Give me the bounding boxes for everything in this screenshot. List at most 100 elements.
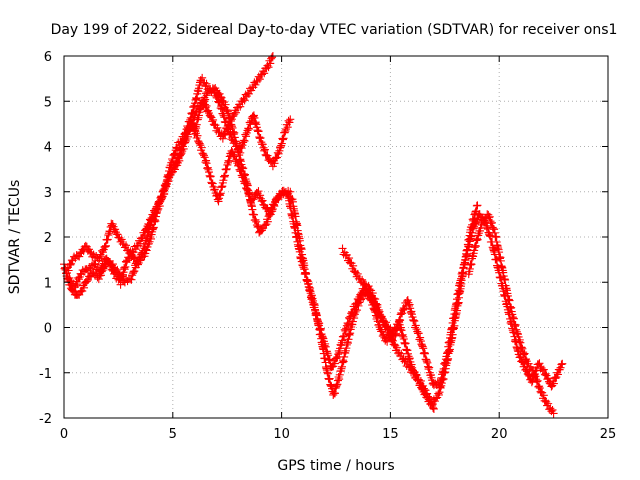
data-point (473, 234, 482, 243)
data-point (391, 329, 400, 338)
data-point (297, 253, 306, 262)
data-point (161, 180, 170, 189)
data-point (136, 239, 145, 248)
data-point (208, 179, 217, 188)
data-point (218, 134, 227, 143)
data-point (330, 359, 339, 368)
data-point (254, 187, 263, 196)
data-point (198, 73, 207, 82)
data-point (239, 169, 248, 178)
data-point (558, 359, 567, 368)
data-point (473, 235, 482, 244)
data-point (223, 160, 232, 169)
data-point (400, 305, 409, 314)
data-point (210, 185, 219, 194)
data-point (286, 115, 295, 124)
data-point (297, 257, 306, 266)
data-point (333, 380, 342, 389)
data-point (268, 53, 277, 62)
data-point (530, 370, 539, 379)
data-point (404, 298, 413, 307)
data-point (353, 300, 362, 309)
y-tick-label: 1 (44, 276, 52, 291)
data-point (147, 213, 156, 222)
data-point (333, 376, 342, 385)
data-point (281, 125, 290, 134)
x-tick-label: 20 (491, 427, 508, 442)
data-point (534, 382, 543, 391)
data-point (174, 153, 183, 162)
data-point (277, 141, 286, 150)
data-point (556, 363, 565, 372)
data-point (325, 375, 334, 384)
data-point (258, 226, 267, 235)
data-point (487, 218, 496, 227)
data-point (335, 375, 344, 384)
data-point (71, 281, 80, 290)
data-point (276, 143, 285, 152)
y-tick-label: 0 (44, 322, 52, 337)
data-point (338, 244, 347, 253)
data-point (518, 344, 527, 353)
data-point (260, 146, 269, 155)
data-point (549, 379, 558, 388)
data-point (353, 269, 362, 278)
data-point (138, 248, 147, 257)
data-point (511, 320, 520, 329)
data-point (66, 260, 75, 269)
data-point (172, 158, 181, 167)
data-point (490, 225, 499, 234)
data-point (397, 326, 406, 335)
data-point (244, 124, 253, 133)
data-point (118, 272, 127, 281)
data-point (412, 370, 421, 379)
data-point (515, 337, 524, 346)
data-point (398, 309, 407, 318)
data-point (373, 300, 382, 309)
data-point (388, 336, 397, 345)
data-point (67, 259, 76, 268)
data-point (191, 95, 200, 104)
data-point (353, 306, 362, 315)
data-point (422, 393, 431, 402)
data-point (106, 227, 115, 236)
y-tick-label: 4 (44, 141, 52, 156)
data-point (396, 310, 405, 319)
data-point (391, 341, 400, 350)
data-point (162, 179, 171, 188)
data-point (488, 223, 497, 232)
data-point (397, 349, 406, 358)
data-point (236, 102, 245, 111)
data-point (371, 299, 380, 308)
data-point (202, 79, 211, 88)
data-point (221, 100, 230, 109)
data-point (303, 276, 312, 285)
data-point (216, 104, 225, 113)
data-point (81, 241, 90, 250)
data-point (251, 215, 260, 224)
data-point (339, 332, 348, 341)
data-point (197, 103, 206, 112)
data-point (206, 172, 215, 181)
data-point (334, 350, 343, 359)
data-point (167, 168, 176, 177)
data-point (390, 330, 399, 339)
data-point (306, 284, 315, 293)
data-point (371, 295, 380, 304)
data-point (539, 391, 548, 400)
data-marks (60, 52, 567, 418)
x-tick-label: 15 (382, 427, 399, 442)
data-point (519, 350, 528, 359)
data-point (532, 377, 541, 386)
data-point (203, 163, 212, 172)
data-point (394, 317, 403, 326)
data-point (244, 124, 253, 133)
data-point (410, 317, 419, 326)
data-point (370, 306, 379, 315)
data-point (323, 369, 332, 378)
data-point (212, 86, 221, 95)
data-point (253, 126, 262, 135)
data-point (188, 108, 197, 117)
data-point (369, 294, 378, 303)
data-point (255, 133, 264, 142)
